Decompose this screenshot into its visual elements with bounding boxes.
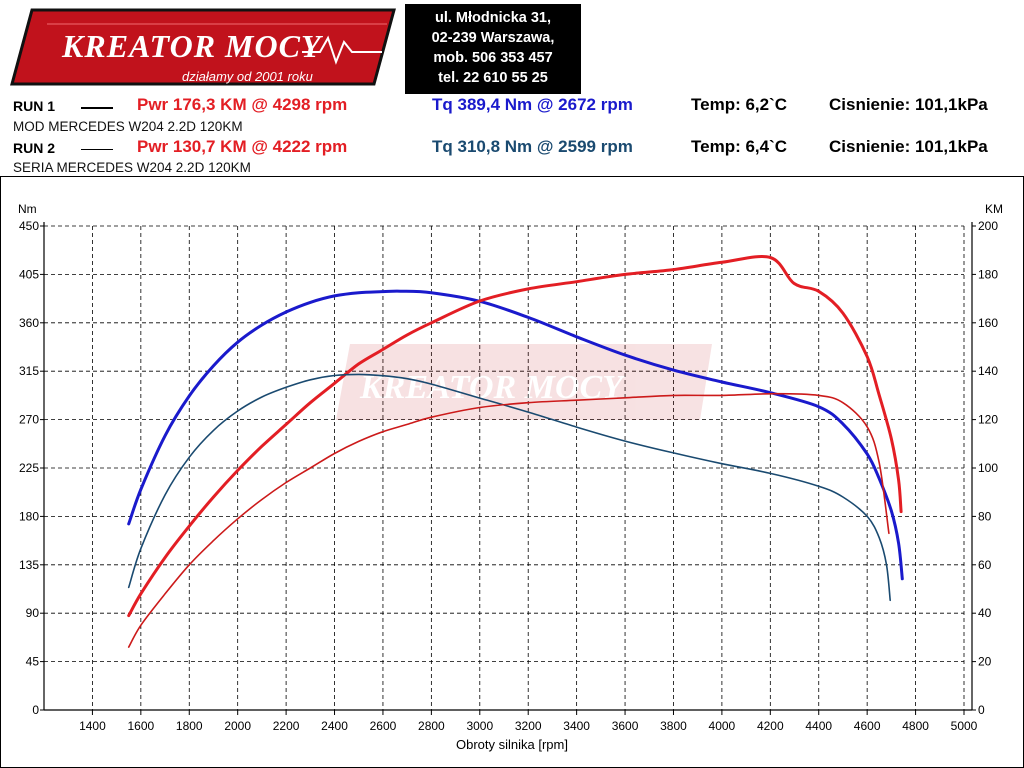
y-tick-label: 405 (19, 267, 39, 281)
run2-torque-curve (127, 373, 891, 602)
y2-tick-label: 40 (978, 606, 992, 620)
address-line: mob. 506 353 457 (433, 50, 553, 66)
x-axis-label: Obroty silnika [rpm] (456, 737, 568, 752)
y2-tick-label: 140 (978, 364, 998, 378)
y-tick-label: 0 (32, 703, 39, 717)
x-tick-label: 2800 (418, 719, 445, 733)
run2-label: RUN 2 (13, 140, 56, 156)
run1-power: Pwr 176,3 KM @ 4298 rpm (137, 95, 348, 114)
run2-torque: Tq 310,8 Nm @ 2599 rpm (432, 137, 633, 156)
y2-tick-label: 20 (978, 655, 992, 669)
run2-description: SERIA MERCEDES W204 2.2D 120KM (13, 160, 251, 175)
x-tick-label: 1400 (79, 719, 106, 733)
address-line: 02-239 Warszawa, (431, 30, 555, 46)
run2-power-curve (127, 392, 890, 648)
x-tick-label: 4400 (805, 719, 832, 733)
y-axis-label: Nm (18, 202, 37, 216)
x-tick-label: 2200 (273, 719, 300, 733)
logo-brand-text: KREATOR MOCY (61, 28, 323, 64)
address-line: ul. Młodnicka 31, (434, 10, 552, 26)
run1-torque-curve (127, 289, 904, 581)
x-tick-label: 3200 (515, 719, 542, 733)
x-tick-label: 3000 (466, 719, 493, 733)
y-tick-label: 450 (19, 219, 39, 233)
x-tick-label: 1800 (176, 719, 203, 733)
address-block: ul. Młodnicka 31, 02-239 Warszawa, mob. … (405, 4, 581, 94)
chart-axes: 1400 1600 1800 2000 2200 2400 2600 2800 3000 3200… (19, 219, 998, 733)
y2-axis-label: KM (985, 202, 1003, 216)
chart-grid (44, 225, 965, 710)
y2-tick-label: 200 (978, 219, 998, 233)
run2-power: Pwr 130,7 KM @ 4222 rpm (137, 137, 348, 156)
run2-temp: Temp: 6,4`C (691, 137, 788, 156)
y-tick-label: 135 (19, 558, 39, 572)
run1-line-sample (81, 107, 113, 109)
x-tick-label: 1600 (127, 719, 154, 733)
run1-pressure: Cisnienie: 101,1kPa (829, 95, 988, 114)
y2-tick-label: 0 (978, 703, 985, 717)
x-tick-label: 2000 (224, 719, 251, 733)
x-tick-label: 5000 (951, 719, 978, 733)
y-tick-label: 270 (19, 413, 39, 427)
y2-tick-label: 100 (978, 461, 998, 475)
run1-description: MOD MERCEDES W204 2.2D 120KM (13, 119, 243, 134)
y-tick-label: 180 (19, 509, 39, 523)
x-tick-label: 3400 (563, 719, 590, 733)
run2-pressure: Cisnienie: 101,1kPa (829, 137, 988, 156)
x-tick-label: 3600 (612, 719, 639, 733)
x-tick-label: 2400 (321, 719, 348, 733)
y-tick-label: 225 (19, 461, 39, 475)
dyno-chart: KREATOR MOCY 1400 1600 1800 2000 2200 2400 260… (0, 176, 1024, 768)
x-tick-label: 4600 (854, 719, 881, 733)
y-tick-label: 360 (19, 316, 39, 330)
watermark-logo: KREATOR MOCY (336, 344, 712, 420)
logo-tagline: działamy od 2001 roku (182, 69, 313, 84)
run1-power-curve (127, 254, 903, 618)
x-tick-label: 4200 (757, 719, 784, 733)
y-tick-label: 315 (19, 364, 39, 378)
y2-tick-label: 180 (978, 267, 998, 281)
kreator-mocy-logo: KREATOR MOCY działamy od 2001 roku (2, 2, 410, 92)
run2-line-sample (81, 149, 113, 150)
chart-curves (127, 254, 904, 648)
x-tick-label: 2600 (370, 719, 397, 733)
x-tick-label: 4800 (902, 719, 929, 733)
x-tick-label: 4000 (709, 719, 736, 733)
x-tick-label: 3800 (660, 719, 687, 733)
y2-tick-label: 60 (978, 558, 992, 572)
run1-label: RUN 1 (13, 98, 56, 114)
y-tick-label: 45 (26, 655, 40, 669)
run1-torque: Tq 389,4 Nm @ 2672 rpm (432, 95, 633, 114)
y-tick-label: 90 (26, 606, 40, 620)
y2-tick-label: 80 (978, 509, 992, 523)
address-line: tel. 22 610 55 25 (438, 70, 548, 86)
run1-temp: Temp: 6,2`C (691, 95, 788, 114)
y2-tick-label: 160 (978, 316, 998, 330)
y2-tick-label: 120 (978, 413, 998, 427)
